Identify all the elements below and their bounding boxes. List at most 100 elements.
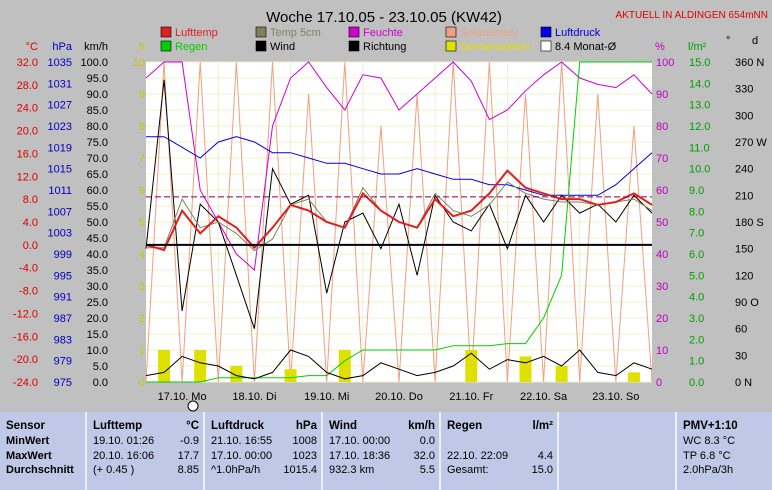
current-time-marker: [187, 400, 199, 412]
y-tick-label-hpa: 983: [54, 334, 72, 346]
x-tick-label: 20.10. Do: [375, 391, 423, 403]
y-tick-label-hpa: 999: [54, 249, 72, 261]
y-tick-label-hpa: 979: [54, 356, 72, 368]
series-line-richtung: [145, 79, 653, 329]
legend-label: Lufttemp: [175, 27, 218, 39]
x-tick-label: 18.10. Di: [232, 391, 276, 403]
y-tick-label-kmh: 45.0: [87, 233, 108, 245]
y-tick-label-kmh: 80.0: [87, 121, 108, 133]
sunshine-bar: [194, 350, 207, 382]
y-tick-label-lm2: 0.0: [689, 377, 704, 389]
y-tick-label-degrees: 150: [735, 244, 753, 256]
y-tick-label-hours: 8: [139, 121, 145, 133]
wind-max-value: 32.0: [413, 449, 435, 462]
y-tick-label-celsius: -12.0: [13, 308, 38, 320]
y-tick-label-hpa: 1007: [48, 206, 72, 218]
wind-avg-value: 5.5: [419, 464, 435, 476]
luftdruck-max-time: 17.10. 00:00: [211, 449, 273, 462]
y-tick-label-lm2: 13.0: [689, 100, 710, 112]
axis-unit-celsius: °C: [26, 41, 38, 53]
y-tick-label-hpa: 991: [54, 292, 72, 304]
y-tick-label-hpa: 1011: [48, 185, 72, 197]
y-tick-label-celsius: 28.0: [17, 80, 38, 92]
y-tick-label-lm2: 11.0: [689, 142, 710, 154]
y-tick-label-percent: 20: [656, 313, 668, 325]
legend-label: Luftdruck: [555, 27, 601, 39]
y-tick-label-celsius: -4.0: [19, 263, 38, 275]
luftdruck-min-time: 21.10. 16:55: [211, 435, 273, 447]
series-line-solarsensor: [145, 61, 653, 383]
lufttemp-max-time: 20.10. 16:06: [93, 449, 155, 462]
y-tick-label-hours: 1: [139, 345, 145, 357]
legend-swatch: [445, 40, 457, 52]
y-tick-label-kmh: 0.0: [93, 377, 108, 389]
y-tick-label-celsius: -20.0: [13, 354, 38, 366]
luftdruck-avg-value: 1015.4: [283, 464, 317, 476]
y-tick-label-hpa: 975: [54, 377, 72, 389]
y-tick-label-percent: 10: [656, 345, 668, 357]
y-tick-label-lm2: 14.0: [689, 78, 710, 90]
table-empty: [559, 412, 677, 490]
series-line-feuchte: [145, 61, 653, 272]
y-tick-label-celsius: 8.0: [23, 194, 38, 206]
y-tick-label-celsius: -16.0: [13, 331, 38, 343]
legend-swatch: [255, 40, 267, 52]
regen-unit: l/m²: [532, 420, 553, 432]
y-tick-label-kmh: 35.0: [87, 265, 108, 277]
y-tick-label-degrees: 30: [735, 350, 747, 362]
y-tick-label-lm2: 12.0: [689, 121, 710, 133]
y-tick-label-degrees: 270 W: [735, 137, 767, 149]
lufttemp-avg-value: 8.85: [177, 464, 199, 476]
y-tick-label-kmh: 90.0: [87, 89, 108, 101]
wind-min-value: 0.0: [419, 435, 435, 447]
table-wind: Wind km/h 17.10. 00:00 0.0 17.10. 18:36 32.…: [323, 412, 441, 490]
axis-unit-percent: %: [655, 41, 665, 53]
y-tick-label-kmh: 55.0: [87, 201, 108, 213]
y-tick-label-percent: 80: [656, 121, 668, 133]
y-tick-label-hpa: 1035: [48, 57, 72, 69]
regen-header: Regen: [447, 420, 483, 432]
y-tick-label-hpa: 1023: [48, 121, 72, 133]
y-tick-label-hpa: 1015: [48, 164, 72, 176]
y-tick-label-kmh: 70.0: [87, 153, 108, 165]
y-tick-label-degrees: 330: [735, 84, 753, 96]
luftdruck-max-value: 1023: [292, 449, 317, 462]
legend-swatch: [445, 26, 457, 38]
x-tick-label: 22.10. Sa: [520, 391, 568, 403]
y-tick-label-lm2: 2.0: [689, 334, 704, 346]
sunshine-bar: [230, 366, 243, 382]
axis-unit-extra: d: [752, 35, 758, 47]
axis-unit-degrees: °: [726, 35, 730, 47]
max-label: MaxWert: [6, 449, 52, 462]
pmv-windchill: WC 8.3 °C: [683, 435, 736, 447]
y-tick-label-kmh: 95.0: [87, 73, 108, 85]
sunshine-bar: [627, 372, 640, 382]
wind-header: Wind: [329, 420, 357, 432]
legend-swatch: [348, 40, 360, 52]
y-tick-label-celsius: 20.0: [17, 126, 38, 138]
y-tick-label-percent: 30: [656, 281, 668, 293]
y-tick-label-lm2: 6.0: [689, 249, 704, 261]
y-tick-label-celsius: -24.0: [13, 377, 38, 389]
legend-swatch: [255, 26, 267, 38]
regen-max-value: 4.4: [537, 449, 553, 462]
sunshine-bar: [519, 356, 532, 382]
lufttemp-unit: °C: [186, 420, 199, 432]
y-tick-label-kmh: 30.0: [87, 281, 108, 293]
legend-swatch: [160, 26, 172, 38]
y-tick-label-kmh: 85.0: [87, 105, 108, 117]
y-tick-label-kmh: 100.0: [80, 57, 108, 69]
y-tick-label-kmh: 65.0: [87, 169, 108, 181]
y-tick-label-celsius: 12.0: [17, 171, 38, 183]
y-tick-label-lm2: 5.0: [689, 270, 704, 282]
y-tick-label-kmh: 75.0: [87, 137, 108, 149]
legend-label: Solarsensor: [460, 27, 519, 39]
y-tick-label-percent: 50: [656, 217, 668, 229]
y-tick-label-hours: 6: [139, 185, 145, 197]
y-tick-label-celsius: 16.0: [17, 148, 38, 160]
y-tick-label-lm2: 8.0: [689, 206, 704, 218]
sunshine-bar: [158, 350, 171, 382]
y-tick-label-kmh: 10.0: [87, 345, 108, 357]
y-tick-label-lm2: 15.0: [689, 57, 710, 69]
lufttemp-header: Lufttemp: [93, 420, 143, 432]
